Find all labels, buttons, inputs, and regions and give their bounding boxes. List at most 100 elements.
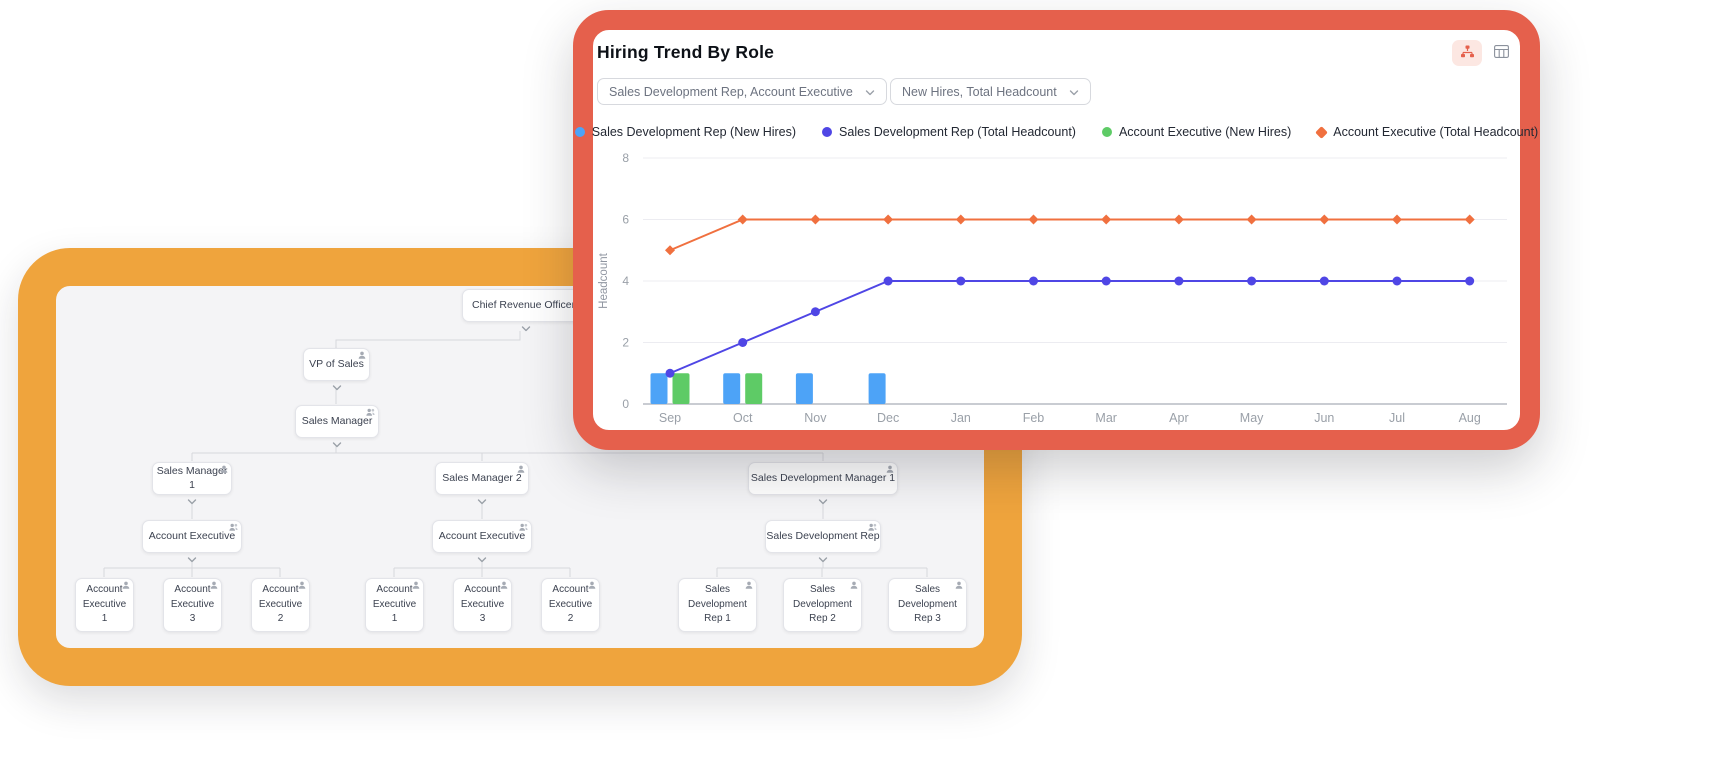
org-node-sales-manager-1[interactable]: Sales Manager 1 [152, 462, 232, 505]
diamond-marker-icon [1315, 125, 1329, 139]
org-node-leaf[interactable]: Account Executive 2 [541, 578, 600, 632]
svg-text:Aug: Aug [1459, 411, 1481, 425]
circle-marker-icon [822, 127, 833, 137]
person-icon [298, 581, 306, 589]
svg-text:Feb: Feb [1023, 411, 1045, 425]
legend-item[interactable]: Sales Development Rep (New Hires) [574, 125, 797, 139]
org-node-leaf[interactable]: Account Executive 3 [453, 578, 512, 632]
org-node-label: Account Executive [148, 529, 236, 542]
org-node-leaf[interactable]: Account Executive 1 [365, 578, 424, 632]
org-chart-view-button[interactable] [1452, 40, 1482, 66]
org-node-chief-revenue-officer[interactable]: Chief Revenue Officer [462, 289, 590, 332]
org-node-sales-development-manager-1[interactable]: Sales Development Manager 1 [748, 462, 898, 505]
org-node-label: Account Executive [438, 529, 526, 542]
svg-text:Jun: Jun [1314, 411, 1334, 425]
org-node-label: Account Executive 3 [170, 584, 215, 625]
legend-label: Sales Development Rep (New Hires) [591, 125, 797, 139]
person-icon [588, 581, 596, 589]
org-node-sales-manager[interactable]: Sales Manager [295, 405, 379, 448]
org-node-label: Account Executive 1 [372, 584, 417, 625]
roles-filter-dropdown[interactable]: Sales Development Rep, Account Executive [597, 78, 887, 105]
person-icon [955, 581, 963, 589]
chevron-down-icon[interactable] [818, 557, 828, 563]
chevron-down-icon[interactable] [477, 499, 487, 505]
org-node-leaf[interactable]: Account Executive 1 [75, 578, 134, 632]
person-icon [358, 351, 366, 359]
person-icon [122, 581, 130, 589]
org-node-sales-development-rep-group[interactable]: Sales Development Rep [765, 520, 881, 563]
person-icon [210, 581, 218, 589]
view-toggle [1452, 40, 1516, 66]
chevron-down-icon[interactable] [477, 557, 487, 563]
chevron-down-icon[interactable] [187, 557, 197, 563]
legend-item[interactable]: Sales Development Rep (Total Headcount) [822, 125, 1076, 139]
svg-text:Jul: Jul [1389, 411, 1405, 425]
chevron-down-icon[interactable] [818, 499, 828, 505]
svg-text:Sep: Sep [659, 411, 681, 425]
circle-marker-icon [1101, 127, 1112, 137]
org-node-label: Sales Development Manager 1 [750, 471, 896, 484]
page-title: Hiring Trend By Role [597, 42, 775, 62]
svg-text:8: 8 [622, 151, 629, 165]
org-node-label: Sales Manager [301, 414, 373, 427]
org-node-label: Account Executive 2 [548, 584, 593, 625]
person-icon [220, 465, 228, 473]
table-view-icon [1493, 45, 1509, 61]
legend-item[interactable]: Account Executive (New Hires) [1101, 125, 1292, 139]
chevron-down-icon[interactable] [332, 385, 342, 391]
org-node-leaf[interactable]: Account Executive 2 [251, 578, 310, 632]
person-icon [412, 581, 420, 589]
org-node-account-executive-group-1[interactable]: Account Executive [142, 520, 242, 563]
chevron-down-icon[interactable] [521, 326, 531, 332]
svg-text:Dec: Dec [877, 411, 899, 425]
team-icon [229, 523, 238, 531]
org-node-sales-manager-2[interactable]: Sales Manager 2 [435, 462, 529, 505]
table-view-button[interactable] [1486, 40, 1516, 66]
org-node-label: Sales Development Rep 3 [898, 584, 957, 625]
org-node-account-executive-group-2[interactable]: Account Executive [432, 520, 532, 563]
org-node-leaf[interactable]: Account Executive 3 [163, 578, 222, 632]
svg-text:6: 6 [622, 213, 629, 227]
team-icon [519, 523, 528, 531]
hiring-trend-card: Hiring Trend By Role [573, 10, 1540, 450]
chevron-down-icon[interactable] [332, 442, 342, 448]
chart-legend: Sales Development Rep (New Hires) Sales D… [574, 125, 1538, 139]
team-icon [868, 523, 877, 531]
svg-text:Jan: Jan [951, 411, 971, 425]
org-node-leaf[interactable]: Sales Development Rep 2 [783, 578, 862, 632]
svg-text:Mar: Mar [1095, 411, 1117, 425]
legend-item[interactable]: Account Executive (Total Headcount) [1315, 125, 1539, 139]
org-node-leaf[interactable]: Sales Development Rep 3 [888, 578, 967, 632]
roles-filter-value: Sales Development Rep, Account Executive [609, 84, 853, 99]
org-node-label: Sales Manager 2 [442, 471, 522, 484]
chevron-down-icon [1069, 85, 1079, 99]
chevron-down-icon[interactable] [187, 499, 197, 505]
org-chart-view-icon [1460, 45, 1475, 61]
team-icon [366, 408, 375, 416]
org-node-vp-of-sales[interactable]: VP of Sales [303, 348, 370, 391]
org-node-label: Sales Development Rep 1 [688, 584, 747, 625]
metrics-filter-value: New Hires, Total Headcount [902, 84, 1057, 99]
org-node-leaf[interactable]: Sales Development Rep 1 [678, 578, 757, 632]
svg-text:4: 4 [622, 274, 629, 288]
org-node-label: VP of Sales [309, 357, 364, 370]
org-node-label: Account Executive 3 [460, 584, 505, 625]
legend-label: Account Executive (Total Headcount) [1333, 125, 1539, 139]
svg-text:Oct: Oct [733, 411, 753, 425]
legend-label: Sales Development Rep (Total Headcount) [839, 125, 1076, 139]
org-node-label: Account Executive 1 [82, 584, 127, 625]
svg-text:Apr: Apr [1169, 411, 1188, 425]
person-icon [850, 581, 858, 589]
metrics-filter-dropdown[interactable]: New Hires, Total Headcount [890, 78, 1091, 105]
org-node-label: Chief Revenue Officer [472, 298, 576, 311]
legend-label: Account Executive (New Hires) [1118, 125, 1292, 139]
svg-text:2: 2 [622, 336, 629, 350]
hiring-trend-chart: 0 2 4 6 8 Sep Oct Nov Dec Jan Feb Mar Apr May Jun Jul Au… [622, 151, 1507, 425]
svg-text:May: May [1240, 411, 1264, 425]
org-node-label: Sales Development Rep 2 [793, 584, 852, 625]
svg-text:Nov: Nov [804, 411, 827, 425]
svg-text:0: 0 [622, 397, 629, 411]
circle-marker-icon [574, 127, 585, 137]
person-icon [886, 465, 894, 473]
